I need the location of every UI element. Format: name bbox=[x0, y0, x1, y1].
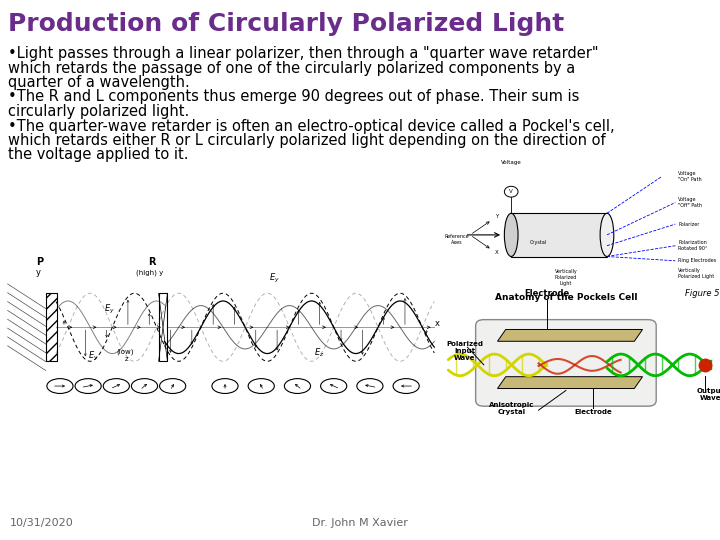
Bar bbox=[511, 213, 607, 256]
Text: (low): (low) bbox=[117, 348, 134, 355]
Bar bbox=[158, 293, 168, 361]
Ellipse shape bbox=[600, 213, 614, 256]
Text: Polarization
Rotated 90°: Polarization Rotated 90° bbox=[678, 240, 708, 251]
Text: Polarized
Input
Wave: Polarized Input Wave bbox=[446, 341, 483, 361]
Text: $E_z$: $E_z$ bbox=[314, 346, 324, 359]
Text: Polarizer: Polarizer bbox=[678, 221, 699, 227]
Text: P: P bbox=[36, 258, 43, 267]
Text: circularly polarized light.: circularly polarized light. bbox=[8, 104, 189, 119]
Text: Voltage: Voltage bbox=[501, 160, 521, 165]
Text: Vertically
Polarized
Light: Vertically Polarized Light bbox=[554, 269, 577, 286]
Text: Anatomy of the Pockels Cell: Anatomy of the Pockels Cell bbox=[495, 293, 637, 302]
Text: •The R and L components thus emerge 90 degrees out of phase. Their sum is: •The R and L components thus emerge 90 d… bbox=[8, 90, 580, 105]
Text: which retards the passage of one of the circularly polarized components by a: which retards the passage of one of the … bbox=[8, 60, 575, 76]
Bar bbox=[46, 293, 57, 361]
Text: R: R bbox=[148, 258, 156, 267]
Polygon shape bbox=[498, 377, 642, 388]
Text: Dr. John M Xavier: Dr. John M Xavier bbox=[312, 518, 408, 528]
Text: $E_y$: $E_y$ bbox=[269, 272, 280, 285]
Text: (high) y: (high) y bbox=[136, 269, 163, 276]
Text: •The quarter-wave retarder is often an electro-optical device called a Pockel's : •The quarter-wave retarder is often an e… bbox=[8, 118, 615, 133]
Ellipse shape bbox=[505, 213, 518, 256]
Text: the voltage applied to it.: the voltage applied to it. bbox=[8, 147, 189, 163]
Text: Anisotropic
Crystal: Anisotropic Crystal bbox=[488, 402, 534, 415]
Text: Y: Y bbox=[495, 214, 498, 219]
Text: Figure 5: Figure 5 bbox=[685, 289, 720, 298]
Text: $E_y$: $E_y$ bbox=[104, 303, 115, 316]
Text: Voltage
"On" Path: Voltage "On" Path bbox=[678, 171, 702, 182]
Text: Output
Wave: Output Wave bbox=[697, 388, 720, 401]
Polygon shape bbox=[498, 329, 642, 341]
Text: Electrode: Electrode bbox=[575, 409, 612, 415]
Text: V: V bbox=[509, 189, 513, 194]
Text: Ring Electrodes: Ring Electrodes bbox=[560, 264, 599, 268]
Text: z: z bbox=[125, 356, 128, 362]
FancyBboxPatch shape bbox=[476, 320, 656, 406]
Text: Electrode: Electrode bbox=[524, 289, 570, 298]
Text: Reference
Axes: Reference Axes bbox=[444, 234, 469, 245]
Text: x: x bbox=[434, 319, 439, 328]
Text: Ring Electrodes: Ring Electrodes bbox=[678, 258, 716, 264]
Text: y: y bbox=[36, 268, 41, 276]
Text: 10/31/2020: 10/31/2020 bbox=[10, 518, 73, 528]
Text: X: X bbox=[495, 251, 498, 255]
Text: quarter of a wavelength.: quarter of a wavelength. bbox=[8, 75, 190, 90]
Text: $E_y$: $E_y$ bbox=[88, 349, 99, 363]
Text: Crystal: Crystal bbox=[530, 240, 547, 245]
Text: which retards either R or L circularly polarized light depending on the directio: which retards either R or L circularly p… bbox=[8, 133, 606, 148]
Text: Vertically
Polarized Light: Vertically Polarized Light bbox=[678, 268, 714, 279]
Text: Voltage
"Off" Path: Voltage "Off" Path bbox=[678, 197, 702, 208]
Text: •Light passes through a linear polarizer, then through a "quarter wave retarder": •Light passes through a linear polarizer… bbox=[8, 46, 598, 61]
Text: Production of Circularly Polarized Light: Production of Circularly Polarized Light bbox=[8, 12, 564, 36]
